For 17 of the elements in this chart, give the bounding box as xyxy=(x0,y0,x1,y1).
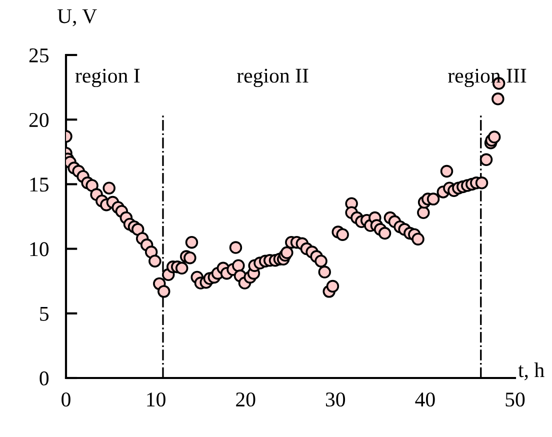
x-tick-label: 20 xyxy=(236,392,256,407)
annotation: region II xyxy=(237,68,308,88)
x-axis-title: t, h xyxy=(518,362,544,380)
x-tick-label: 50 xyxy=(506,392,525,407)
y-tick-label: 25 xyxy=(29,48,49,62)
annotation: region III xyxy=(448,68,526,88)
y-tick-label: 20 xyxy=(29,112,49,128)
annotation: region I xyxy=(75,68,140,88)
y-tick-label: 15 xyxy=(30,178,49,192)
x-tick-label: 0 xyxy=(62,392,70,407)
y-axis-title: U, V xyxy=(57,9,97,26)
y-tick-label: 5 xyxy=(40,306,49,321)
y-tick-label: 10 xyxy=(30,242,49,256)
x-tick-label: 40 xyxy=(415,392,435,407)
x-tick-label: 10 xyxy=(147,392,166,407)
x-tick-label: 30 xyxy=(326,392,346,407)
y-tick-label: 0 xyxy=(40,371,49,386)
